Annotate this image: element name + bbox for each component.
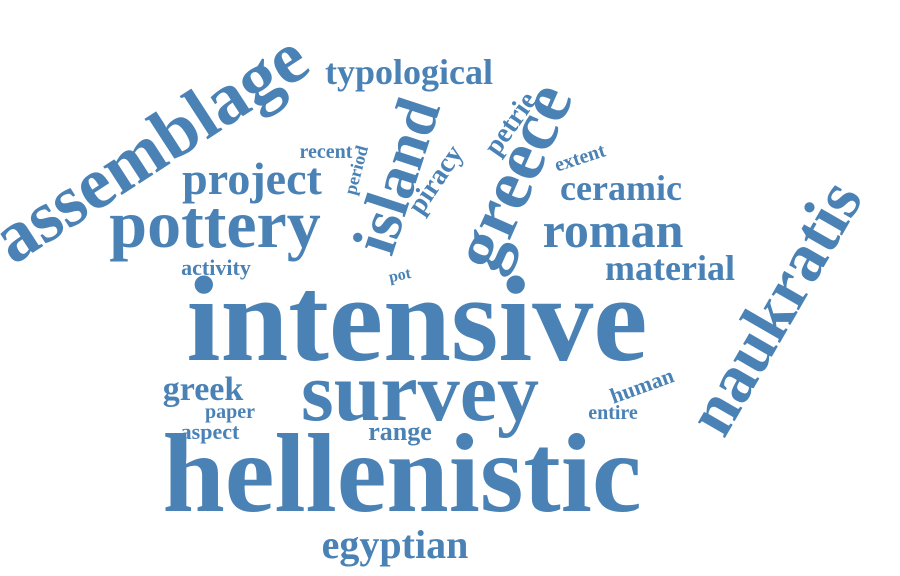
word-entire: entire <box>588 402 638 424</box>
word-greek: greek <box>162 371 244 408</box>
word-typological: typological <box>325 52 493 92</box>
word-intensive: intensive <box>186 252 648 387</box>
word-range: range <box>368 417 432 446</box>
word-project: project <box>182 153 322 204</box>
word-egyptian: egyptian <box>321 522 469 567</box>
word-hellenistic: hellenistic <box>162 412 642 536</box>
word-material: material <box>605 248 735 288</box>
word-pottery: pottery <box>109 186 321 262</box>
word-paper: paper <box>205 401 255 423</box>
word-aspect: aspect <box>180 419 240 444</box>
word-naukratis: naukratis <box>671 166 877 448</box>
word-recent: recent <box>299 141 353 163</box>
word-survey: survey <box>301 346 539 439</box>
word-ceramic: ceramic <box>560 168 682 208</box>
word-activity: activity <box>181 255 251 280</box>
word-roman: roman <box>542 202 684 258</box>
